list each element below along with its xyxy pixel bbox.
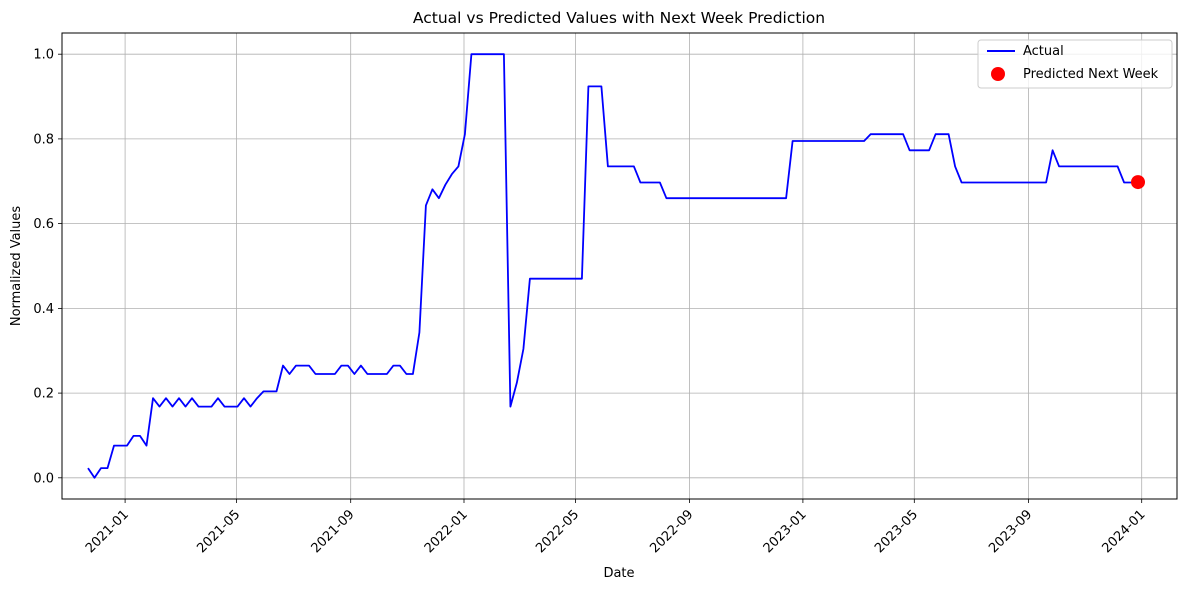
plot-area-frame <box>61 32 1178 500</box>
legend-box <box>977 39 1173 89</box>
predicted-point <box>1131 175 1145 190</box>
y-tick-label: 0.8 <box>33 132 54 147</box>
series-line-actual <box>87 53 1138 479</box>
chart-title: Actual vs Predicted Values with Next Wee… <box>413 9 825 27</box>
y-tick-label: 0.6 <box>33 217 54 232</box>
grid <box>62 33 1177 499</box>
legend-predicted-swatch <box>991 67 1005 81</box>
y-axis-label: Normalized Values <box>9 206 24 327</box>
y-axis: 0.0 0.2 0.4 0.6 0.8 1.0 <box>33 48 62 486</box>
y-tick-label: 0.0 <box>33 471 54 486</box>
legend-predicted-label: Predicted Next Week <box>1023 67 1159 82</box>
legend: Actual Predicted Next Week <box>977 39 1173 89</box>
y-tick-label: 1.0 <box>33 48 54 63</box>
y-tick-label: 0.2 <box>33 387 54 402</box>
legend-actual-label: Actual <box>1023 44 1064 59</box>
y-tick-label: 0.4 <box>33 302 54 317</box>
series-layer <box>87 53 1145 479</box>
x-axis-label: Date <box>603 566 634 581</box>
